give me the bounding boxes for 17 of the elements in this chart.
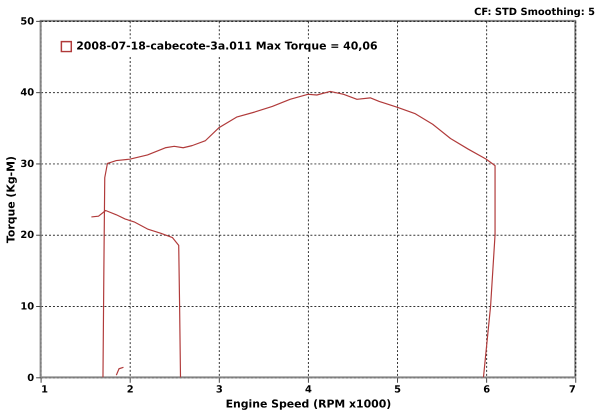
legend-label: 2008-07-18-cabecote-3a.011 Max Torque = 40,06	[76, 40, 378, 53]
x-tick-label: 3	[216, 384, 223, 396]
y-tick-label: 40	[20, 88, 34, 99]
x-tick-label: 4	[304, 384, 312, 396]
x-tick-label: 5	[394, 384, 402, 396]
y-axis-title: Torque (Kg-M)	[4, 156, 18, 244]
x-axis-title: Engine Speed (RPM x1000)	[226, 398, 392, 411]
y-tick-label: 50	[20, 16, 34, 28]
x-tick-label: 2	[126, 384, 134, 396]
x-tick-label: 6	[483, 384, 490, 396]
y-tick-label: 20	[20, 230, 34, 242]
y-tick-label: 0	[27, 372, 34, 384]
y-tick-label: 30	[20, 158, 34, 170]
y-tick-label: 10	[20, 301, 34, 312]
x-tick-label: 1	[41, 384, 48, 396]
x-tick-label: 7	[568, 384, 576, 396]
text: CF: STD Smoothing: 5	[474, 6, 596, 18]
